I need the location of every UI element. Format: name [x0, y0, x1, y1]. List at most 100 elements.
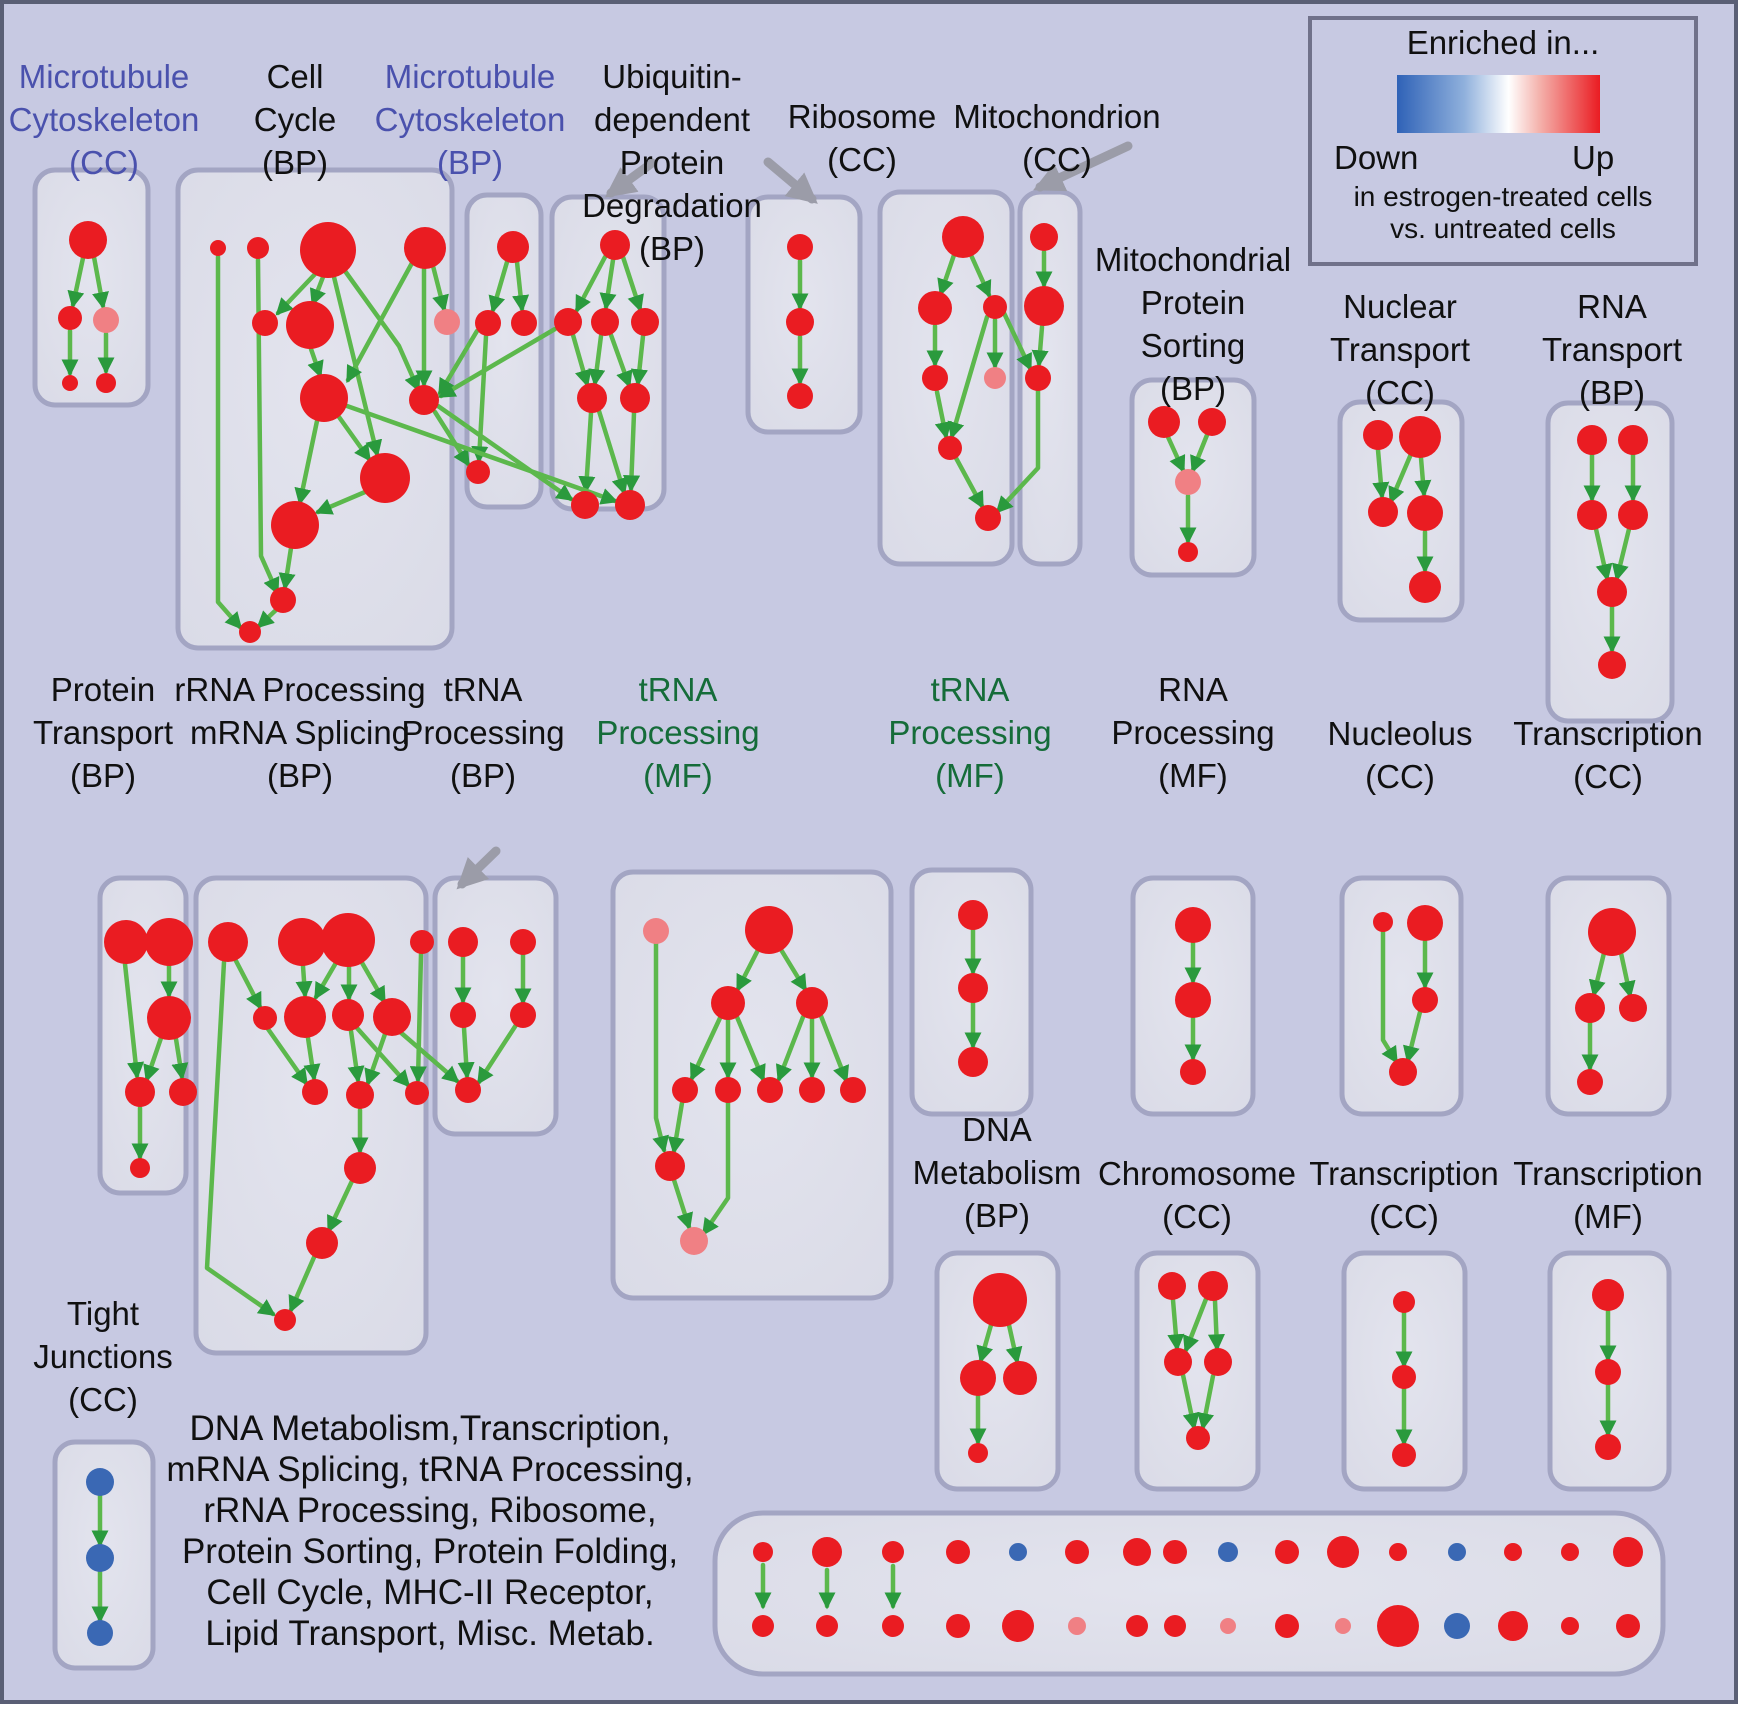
node-misc-strip	[1009, 1543, 1027, 1561]
cross-edge	[995, 388, 1041, 514]
node-rna-transport-bp	[1618, 500, 1648, 530]
node-ubiquitin-bp-1	[554, 308, 582, 336]
node-cell-cycle-bp	[404, 227, 446, 269]
node-trna-processing-mf-1	[796, 987, 828, 1019]
node-protein-transport-bp	[169, 1078, 197, 1106]
node-rna-transport-bp	[1597, 577, 1627, 607]
node-tight-junctions-cc	[87, 1620, 113, 1646]
node-misc-strip	[1613, 1537, 1643, 1567]
node-cell-cycle-bp	[271, 501, 319, 549]
legend-title: Enriched in...	[1406, 24, 1600, 61]
node-rrna-mrna-bp	[332, 999, 364, 1031]
node-misc-strip	[1335, 1618, 1351, 1634]
cross-edge	[438, 326, 558, 399]
node-misc-strip	[882, 1541, 904, 1563]
edge-trna-processing-mf-1	[689, 1015, 723, 1082]
edge-nuclear-transport-cc	[1388, 451, 1414, 505]
edge-trna-processing-mf-1	[701, 1100, 731, 1236]
edge-trna-processing-bp	[457, 1025, 475, 1080]
node-misc-strip	[1377, 1605, 1419, 1647]
legend-subtitle-line2: vs. untreated cells	[1390, 213, 1616, 244]
edge-cell-cycle-bp	[345, 260, 415, 384]
cluster-box-transcription-cc-mid	[1545, 875, 1672, 1117]
edge-chromosome-cc	[1183, 1296, 1209, 1354]
edge-rna-transport-bp	[1593, 526, 1613, 582]
edge-cell-cycle-bp	[256, 607, 279, 629]
node-microtubule-cc	[69, 221, 107, 259]
edge-cell-cycle-bp	[275, 269, 320, 316]
node-trna-processing-mf-1	[757, 1077, 783, 1103]
edge-ubiquitin-bp-1	[608, 332, 633, 389]
node-transcription-mf	[1592, 1279, 1624, 1311]
node-misc-strip	[1504, 1543, 1522, 1561]
node-ubiquitin-bp-2	[787, 234, 813, 260]
node-transcription-mf	[1595, 1434, 1621, 1460]
cross-edge	[344, 403, 619, 505]
node-rna-transport-bp	[1618, 425, 1648, 455]
edge-rrna-mrna-bp	[204, 959, 276, 1317]
node-mito-protein-sorting-bp	[1175, 469, 1201, 495]
edge-cell-cycle-bp	[309, 274, 326, 307]
edge-ribosome-cc	[947, 314, 990, 440]
node-misc-strip	[816, 1615, 838, 1637]
node-rrna-mrna-bp	[208, 922, 248, 962]
node-mitochondrion-cc	[1024, 286, 1064, 326]
node-microtubule-cc	[93, 307, 119, 333]
node-trna-processing-mf-1	[643, 918, 669, 944]
node-nucleolus-cc	[1389, 1058, 1417, 1086]
node-microtubule-cc	[96, 373, 116, 393]
node-nucleolus-cc	[1412, 987, 1438, 1013]
node-ubiquitin-bp-1	[600, 230, 630, 260]
node-misc-strip	[812, 1537, 842, 1567]
edge-rrna-mrna-bp	[232, 956, 263, 1011]
edge-microtubule-bp-1	[471, 333, 489, 464]
edge-ubiquitin-bp-1	[588, 333, 606, 387]
node-rrna-mrna-bp	[253, 1006, 277, 1030]
node-cell-cycle-bp	[210, 240, 226, 256]
node-misc-strip	[882, 1615, 904, 1637]
node-misc-strip	[1126, 1615, 1148, 1637]
edge-ubiquitin-bp-1	[599, 257, 617, 311]
cross-edge	[432, 409, 471, 467]
node-rrna-mrna-bp	[284, 996, 326, 1038]
node-rrna-mrna-bp	[306, 1227, 338, 1259]
node-cell-cycle-bp	[360, 453, 410, 503]
edge-rrna-mrna-bp	[326, 1178, 355, 1234]
node-ubiquitin-bp-1	[571, 491, 599, 519]
edge-chromosome-cc	[1180, 1372, 1200, 1431]
node-microtubule-cc	[62, 375, 78, 391]
edge-ribosome-cc	[937, 252, 957, 297]
node-dna-metabolism-bp	[968, 1443, 988, 1463]
cross-edge	[1001, 310, 1033, 372]
cluster-box-misc-strip	[712, 1510, 1666, 1677]
node-mitochondrion-cc	[1030, 223, 1058, 251]
node-ubiquitin-bp-1	[615, 490, 645, 520]
node-protein-transport-bp	[147, 996, 191, 1040]
edge-transcription-cc-mid	[1588, 950, 1607, 998]
edge-mitochondrion-cc	[1031, 324, 1049, 368]
node-misc-strip	[1389, 1543, 1407, 1561]
node-trna-processing-mf-1	[840, 1077, 866, 1103]
edge-microtubule-cc	[67, 255, 86, 309]
node-cell-cycle-bp	[286, 301, 334, 349]
node-misc-strip	[1164, 1615, 1186, 1637]
node-misc-strip	[946, 1614, 970, 1638]
node-mito-protein-sorting-bp	[1178, 542, 1198, 562]
node-misc-strip	[1616, 1614, 1640, 1638]
edge-protein-transport-bp	[122, 961, 145, 1080]
edge-ribosome-cc	[968, 252, 992, 299]
node-ribosome-cc	[984, 367, 1006, 389]
node-misc-strip	[1002, 1610, 1034, 1642]
node-misc-strip	[1327, 1536, 1359, 1568]
node-trna-processing-mf-2	[958, 900, 988, 930]
node-chromosome-cc	[1198, 1271, 1228, 1301]
node-dna-metabolism-bp	[960, 1360, 996, 1396]
edge-trna-processing-mf-1	[735, 945, 762, 993]
node-misc-strip	[753, 1542, 773, 1562]
edge-cell-cycle-bp	[430, 263, 449, 313]
edge-trna-processing-mf-1	[818, 1013, 849, 1084]
cluster-box-chromosome-cc	[1134, 1250, 1261, 1492]
edge-nuclear-transport-cc	[1372, 447, 1390, 500]
edge-ribosome-cc	[934, 389, 952, 440]
